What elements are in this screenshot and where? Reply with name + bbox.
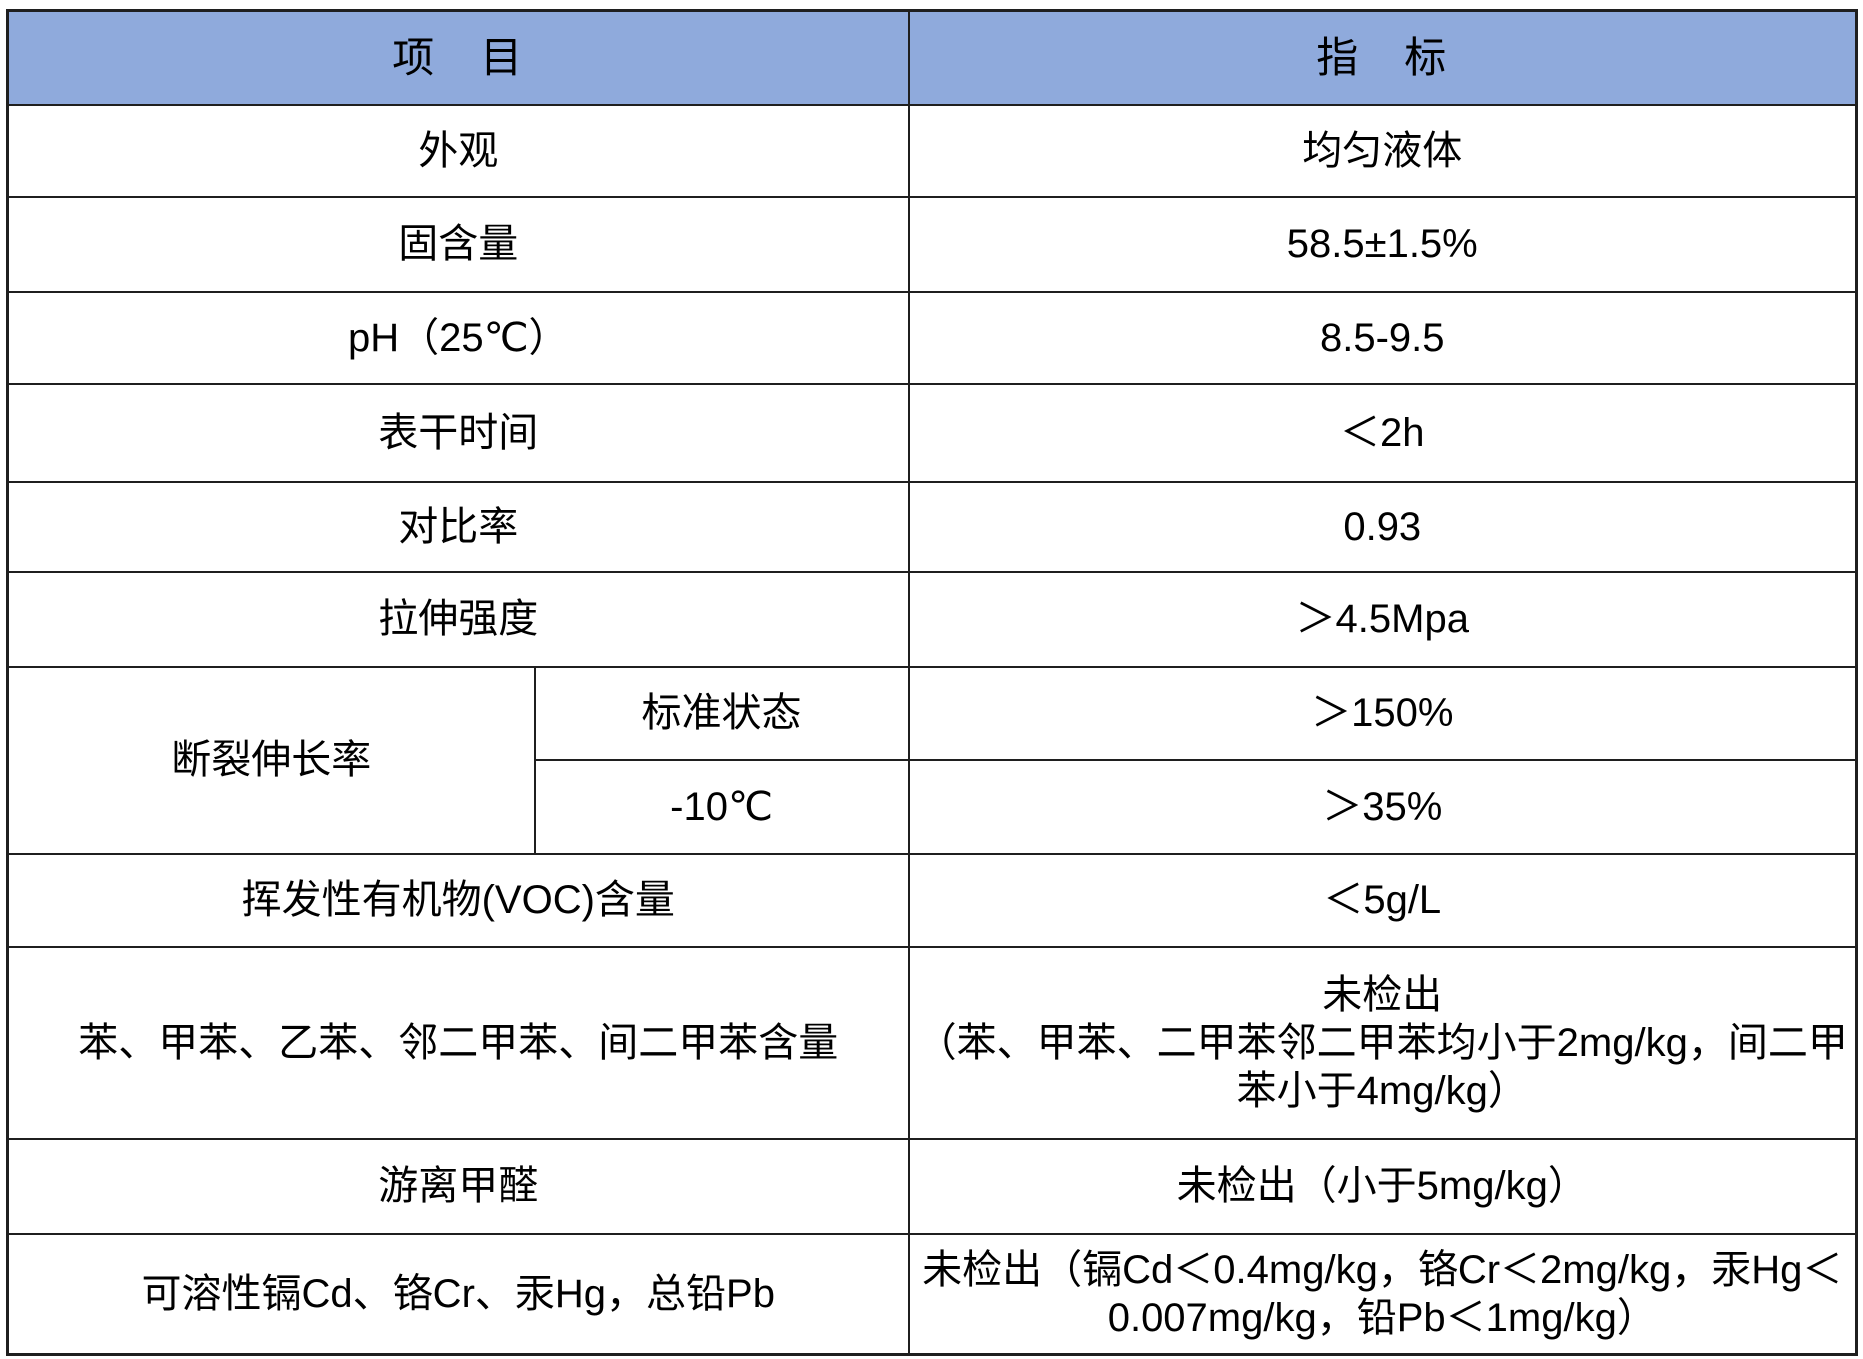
spec-cell-heavy-metals: 未检出（镉Cd＜0.4mg/kg，铬Cr＜2mg/kg，汞Hg＜0.007mg/… xyxy=(907,1232,1858,1356)
item-cell-solid-content: 固含量 xyxy=(6,195,910,293)
spec-cell-elongation-standard: ＞150% xyxy=(907,665,1858,761)
row-ph: pH（25℃） 8.5-9.5 xyxy=(6,290,1858,385)
product-spec-table: 项 目 指 标 外观 均匀液体 固含量 58.5±1.5% pH（25℃） 8.… xyxy=(6,9,1859,1356)
row-contrast-ratio: 对比率 0.93 xyxy=(6,480,1858,573)
item-cell-elongation: 断裂伸长率 xyxy=(6,665,536,855)
item-cell-free-formaldehyde: 游离甲醛 xyxy=(6,1137,910,1235)
row-tensile-strength: 拉伸强度 ＞4.5Mpa xyxy=(6,570,1858,668)
item-cell-ph: pH（25℃） xyxy=(6,290,910,385)
header-spec-cell: 指 标 xyxy=(907,9,1858,106)
header-item-cell: 项 目 xyxy=(6,9,910,106)
item-cell-tensile-strength: 拉伸强度 xyxy=(6,570,910,668)
table-header-row: 项 目 指 标 xyxy=(6,9,1858,106)
row-benzene-content: 苯、甲苯、乙苯、邻二甲苯、间二甲苯含量 未检出 （苯、甲苯、二甲苯邻二甲苯均小于… xyxy=(6,945,1858,1140)
item-cell-voc-content: 挥发性有机物(VOC)含量 xyxy=(6,852,910,948)
cond-cell-elongation-minus10: -10℃ xyxy=(533,758,910,855)
spec-cell-benzene-content: 未检出 （苯、甲苯、二甲苯邻二甲苯均小于2mg/kg，间二甲苯小于4mg/kg） xyxy=(907,945,1858,1140)
spec-cell-tensile-strength: ＞4.5Mpa xyxy=(907,570,1858,668)
item-cell-heavy-metals: 可溶性镉Cd、铬Cr、汞Hg，总铅Pb xyxy=(6,1232,910,1356)
spec-cell-voc-content: ＜5g/L xyxy=(907,852,1858,948)
item-cell-contrast-ratio: 对比率 xyxy=(6,480,910,573)
spec-cell-free-formaldehyde: 未检出（小于5mg/kg） xyxy=(907,1137,1858,1235)
spec-cell-surface-dry-time: ＜2h xyxy=(907,382,1858,483)
benzene-spec-detail: （苯、甲苯、二甲苯邻二甲苯均小于2mg/kg，间二甲苯小于4mg/kg） xyxy=(916,1020,1848,1113)
item-cell-surface-dry-time: 表干时间 xyxy=(6,382,910,483)
row-solid-content: 固含量 58.5±1.5% xyxy=(6,195,1858,293)
item-cell-appearance: 外观 xyxy=(6,103,910,198)
row-heavy-metals: 可溶性镉Cd、铬Cr、汞Hg，总铅Pb 未检出（镉Cd＜0.4mg/kg，铬Cr… xyxy=(6,1232,1858,1356)
spec-cell-ph: 8.5-9.5 xyxy=(907,290,1858,385)
spec-cell-contrast-ratio: 0.93 xyxy=(907,480,1858,573)
cond-cell-elongation-standard: 标准状态 xyxy=(533,665,910,761)
row-appearance: 外观 均匀液体 xyxy=(6,103,1858,198)
spec-cell-elongation-minus10: ＞35% xyxy=(907,758,1858,855)
spec-cell-appearance: 均匀液体 xyxy=(907,103,1858,198)
benzene-spec-result: 未检出 xyxy=(1322,972,1443,1017)
row-voc-content: 挥发性有机物(VOC)含量 ＜5g/L xyxy=(6,852,1858,948)
row-surface-dry-time: 表干时间 ＜2h xyxy=(6,382,1858,483)
row-free-formaldehyde: 游离甲醛 未检出（小于5mg/kg） xyxy=(6,1137,1858,1235)
item-cell-benzene-content: 苯、甲苯、乙苯、邻二甲苯、间二甲苯含量 xyxy=(6,945,910,1140)
spec-cell-solid-content: 58.5±1.5% xyxy=(907,195,1858,293)
row-elongation-standard: 断裂伸长率 标准状态 ＞150% xyxy=(6,665,1858,855)
row-elongation-minus10: -10℃ ＞35% xyxy=(8,758,1858,855)
